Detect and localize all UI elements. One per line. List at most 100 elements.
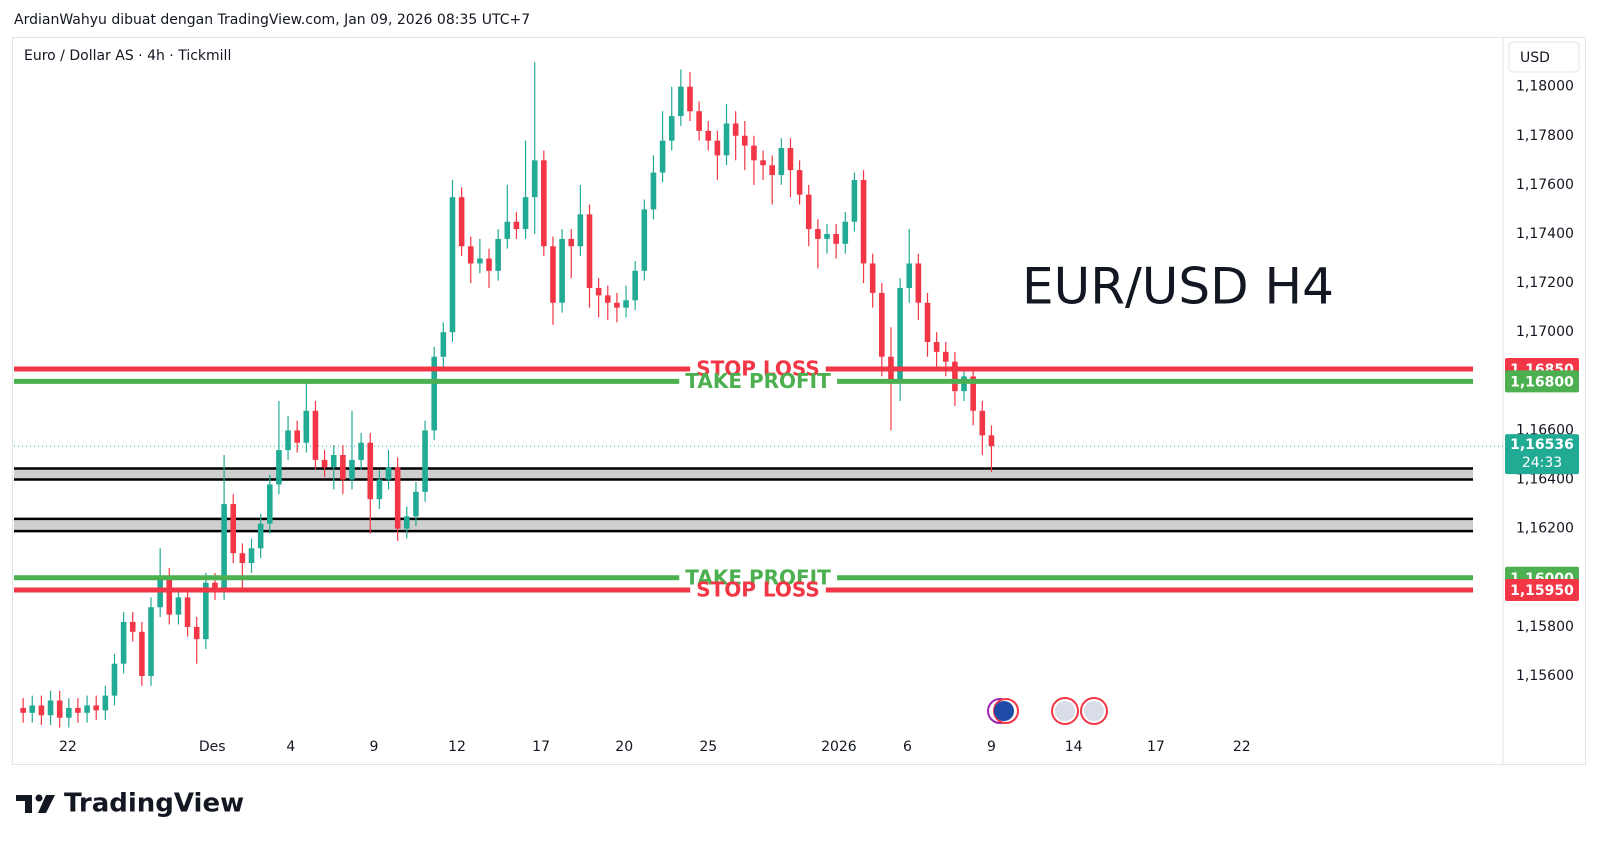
candle-body [659,140,666,173]
candle-body [184,597,191,627]
candle-body [139,631,145,676]
price-label-box [1505,370,1579,393]
candle-body [239,553,246,564]
candle-body [175,597,182,615]
event-icon[interactable] [1055,701,1075,721]
logo-shape [16,795,32,813]
level-name: STOP LOSS [696,578,820,602]
candle-body [413,491,419,517]
candle-body [404,516,410,529]
candle-body [394,467,401,529]
candle-body [276,450,282,485]
brand-logo [16,794,55,813]
candle-body [541,160,547,247]
x-tick-label: Des [199,739,226,755]
candle-body [212,582,218,591]
candle-body [604,295,611,303]
logo-shape [35,794,43,802]
candle-body [879,292,885,357]
candle-body [312,410,319,460]
x-tick-label: 9 [987,739,996,755]
candle-body [29,705,36,713]
candle-body [760,160,766,166]
candle-body [970,376,976,411]
candle-body [522,197,529,230]
candle-body [358,442,364,460]
candle-body [495,238,501,271]
candle-body [586,214,593,289]
candle-body [641,209,648,271]
candle-body [248,548,255,564]
candle-body [285,430,291,451]
candle-body [577,214,584,247]
candle-body [815,229,821,239]
candle-body [769,165,776,176]
candle-body [66,707,72,718]
candle-body [787,148,794,171]
candle-body [678,86,684,117]
candle-body [321,459,328,468]
currency-box[interactable] [1508,41,1580,73]
x-tick-label: 6 [903,739,912,755]
level-name-gap [679,574,838,581]
candle-body [869,263,876,293]
candle-body [266,484,273,524]
x-tick-label: 17 [1147,739,1165,755]
candle-body [84,705,90,713]
candle-body [111,663,118,696]
candle-body [47,700,54,716]
candle-body [486,258,492,271]
y-tick-label: 1,16200 [1516,521,1574,537]
level-name: STOP LOSS [696,357,820,381]
y-tick-label: 1,17800 [1516,128,1574,144]
candle-body [513,221,520,230]
candle-body [102,695,109,711]
candle-body [796,170,803,195]
candle-body [303,410,310,443]
candle-body [851,179,858,222]
countdown-label: 24:33 [1522,455,1562,471]
candle-body [696,111,702,131]
candle-body [687,86,693,112]
candle-body [449,197,456,333]
candle-body [741,135,748,146]
candle-body [559,238,565,303]
candle-body [75,707,81,713]
event-icon[interactable] [994,701,1014,721]
candle-body [330,454,337,468]
x-tick-label: 9 [369,739,378,755]
y-tick-label: 1,17000 [1516,324,1574,340]
candle-body [129,621,136,632]
y-tick-label: 1,17600 [1516,177,1574,193]
level-name-gap [690,366,826,373]
event-icons[interactable] [987,697,1108,725]
y-tick-label: 1,16400 [1516,472,1574,488]
y-tick-label: 1,15600 [1516,668,1574,684]
candle-body [340,454,346,480]
x-tick-label: 22 [1233,739,1251,755]
candle-body [221,504,227,591]
candle-body [531,160,538,198]
candle-body [257,523,264,549]
candle-body [422,430,428,492]
candle-body [504,221,511,239]
logo-shape [38,795,55,813]
candle-body [148,607,154,676]
level-name: TAKE PROFIT [685,369,831,393]
candle-body [732,123,739,136]
candle-body [924,302,931,343]
y-tick-label: 1,18000 [1516,79,1574,95]
candle-body [952,361,958,392]
candle-body [550,246,556,303]
candle-body [38,705,45,716]
event-icon[interactable] [1084,701,1104,721]
candle-body [385,467,392,480]
x-tick-label: 20 [615,739,633,755]
x-tick-label: 4 [286,739,295,755]
x-tick-label: 14 [1065,739,1083,755]
candle-body [93,705,100,711]
candle-body [166,577,173,615]
candle-body [942,351,949,362]
candle-body [294,430,300,443]
